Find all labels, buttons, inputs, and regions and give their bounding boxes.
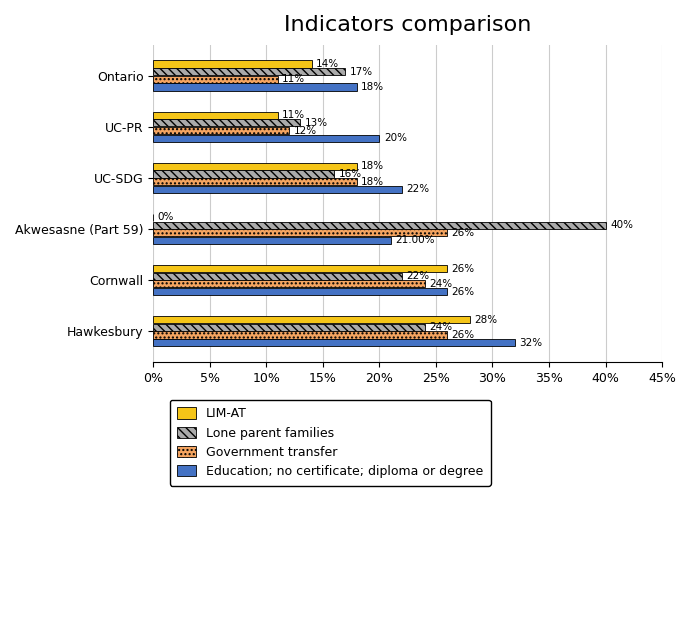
Bar xyxy=(153,280,424,288)
Bar xyxy=(153,324,424,331)
Text: 18%: 18% xyxy=(361,177,384,187)
Bar xyxy=(153,316,470,323)
Text: 28%: 28% xyxy=(474,315,498,325)
Text: 26%: 26% xyxy=(452,264,475,274)
Bar xyxy=(153,339,515,346)
Text: 11%: 11% xyxy=(282,74,305,85)
Text: 18%: 18% xyxy=(361,82,384,92)
Bar xyxy=(153,331,447,339)
Bar xyxy=(153,68,346,75)
Bar xyxy=(153,170,334,177)
Bar xyxy=(153,186,402,193)
Bar xyxy=(153,61,312,68)
Bar xyxy=(153,273,402,280)
Text: 11%: 11% xyxy=(282,110,305,120)
Text: 26%: 26% xyxy=(452,228,475,238)
Bar xyxy=(153,237,390,244)
Text: 40%: 40% xyxy=(610,220,633,230)
Bar xyxy=(153,178,357,186)
Text: 24%: 24% xyxy=(429,322,452,333)
Bar xyxy=(153,265,447,272)
Bar xyxy=(153,163,357,170)
Bar xyxy=(153,83,357,91)
Legend: LIM-AT, Lone parent families, Government transfer, Education; no certificate; di: LIM-AT, Lone parent families, Government… xyxy=(170,400,491,485)
Text: 24%: 24% xyxy=(429,279,452,289)
Text: 20%: 20% xyxy=(384,133,407,143)
Bar xyxy=(153,127,289,134)
Text: 26%: 26% xyxy=(452,330,475,340)
Bar xyxy=(153,134,379,142)
Bar xyxy=(153,112,278,119)
Bar xyxy=(153,119,300,126)
Text: 14%: 14% xyxy=(316,59,339,69)
Title: Indicators comparison: Indicators comparison xyxy=(284,15,531,35)
Text: 21.00%: 21.00% xyxy=(395,235,435,245)
Bar xyxy=(153,221,605,228)
Text: 13%: 13% xyxy=(305,118,328,128)
Bar xyxy=(153,288,447,295)
Text: 32%: 32% xyxy=(520,338,542,348)
Text: 0%: 0% xyxy=(158,213,174,222)
Text: 22%: 22% xyxy=(406,184,430,194)
Text: 12%: 12% xyxy=(294,126,316,136)
Text: 17%: 17% xyxy=(350,67,373,77)
Bar xyxy=(153,76,278,83)
Text: 16%: 16% xyxy=(339,169,362,179)
Text: 26%: 26% xyxy=(452,286,475,297)
Text: 22%: 22% xyxy=(406,271,430,281)
Bar xyxy=(153,229,447,237)
Text: 18%: 18% xyxy=(361,162,384,171)
